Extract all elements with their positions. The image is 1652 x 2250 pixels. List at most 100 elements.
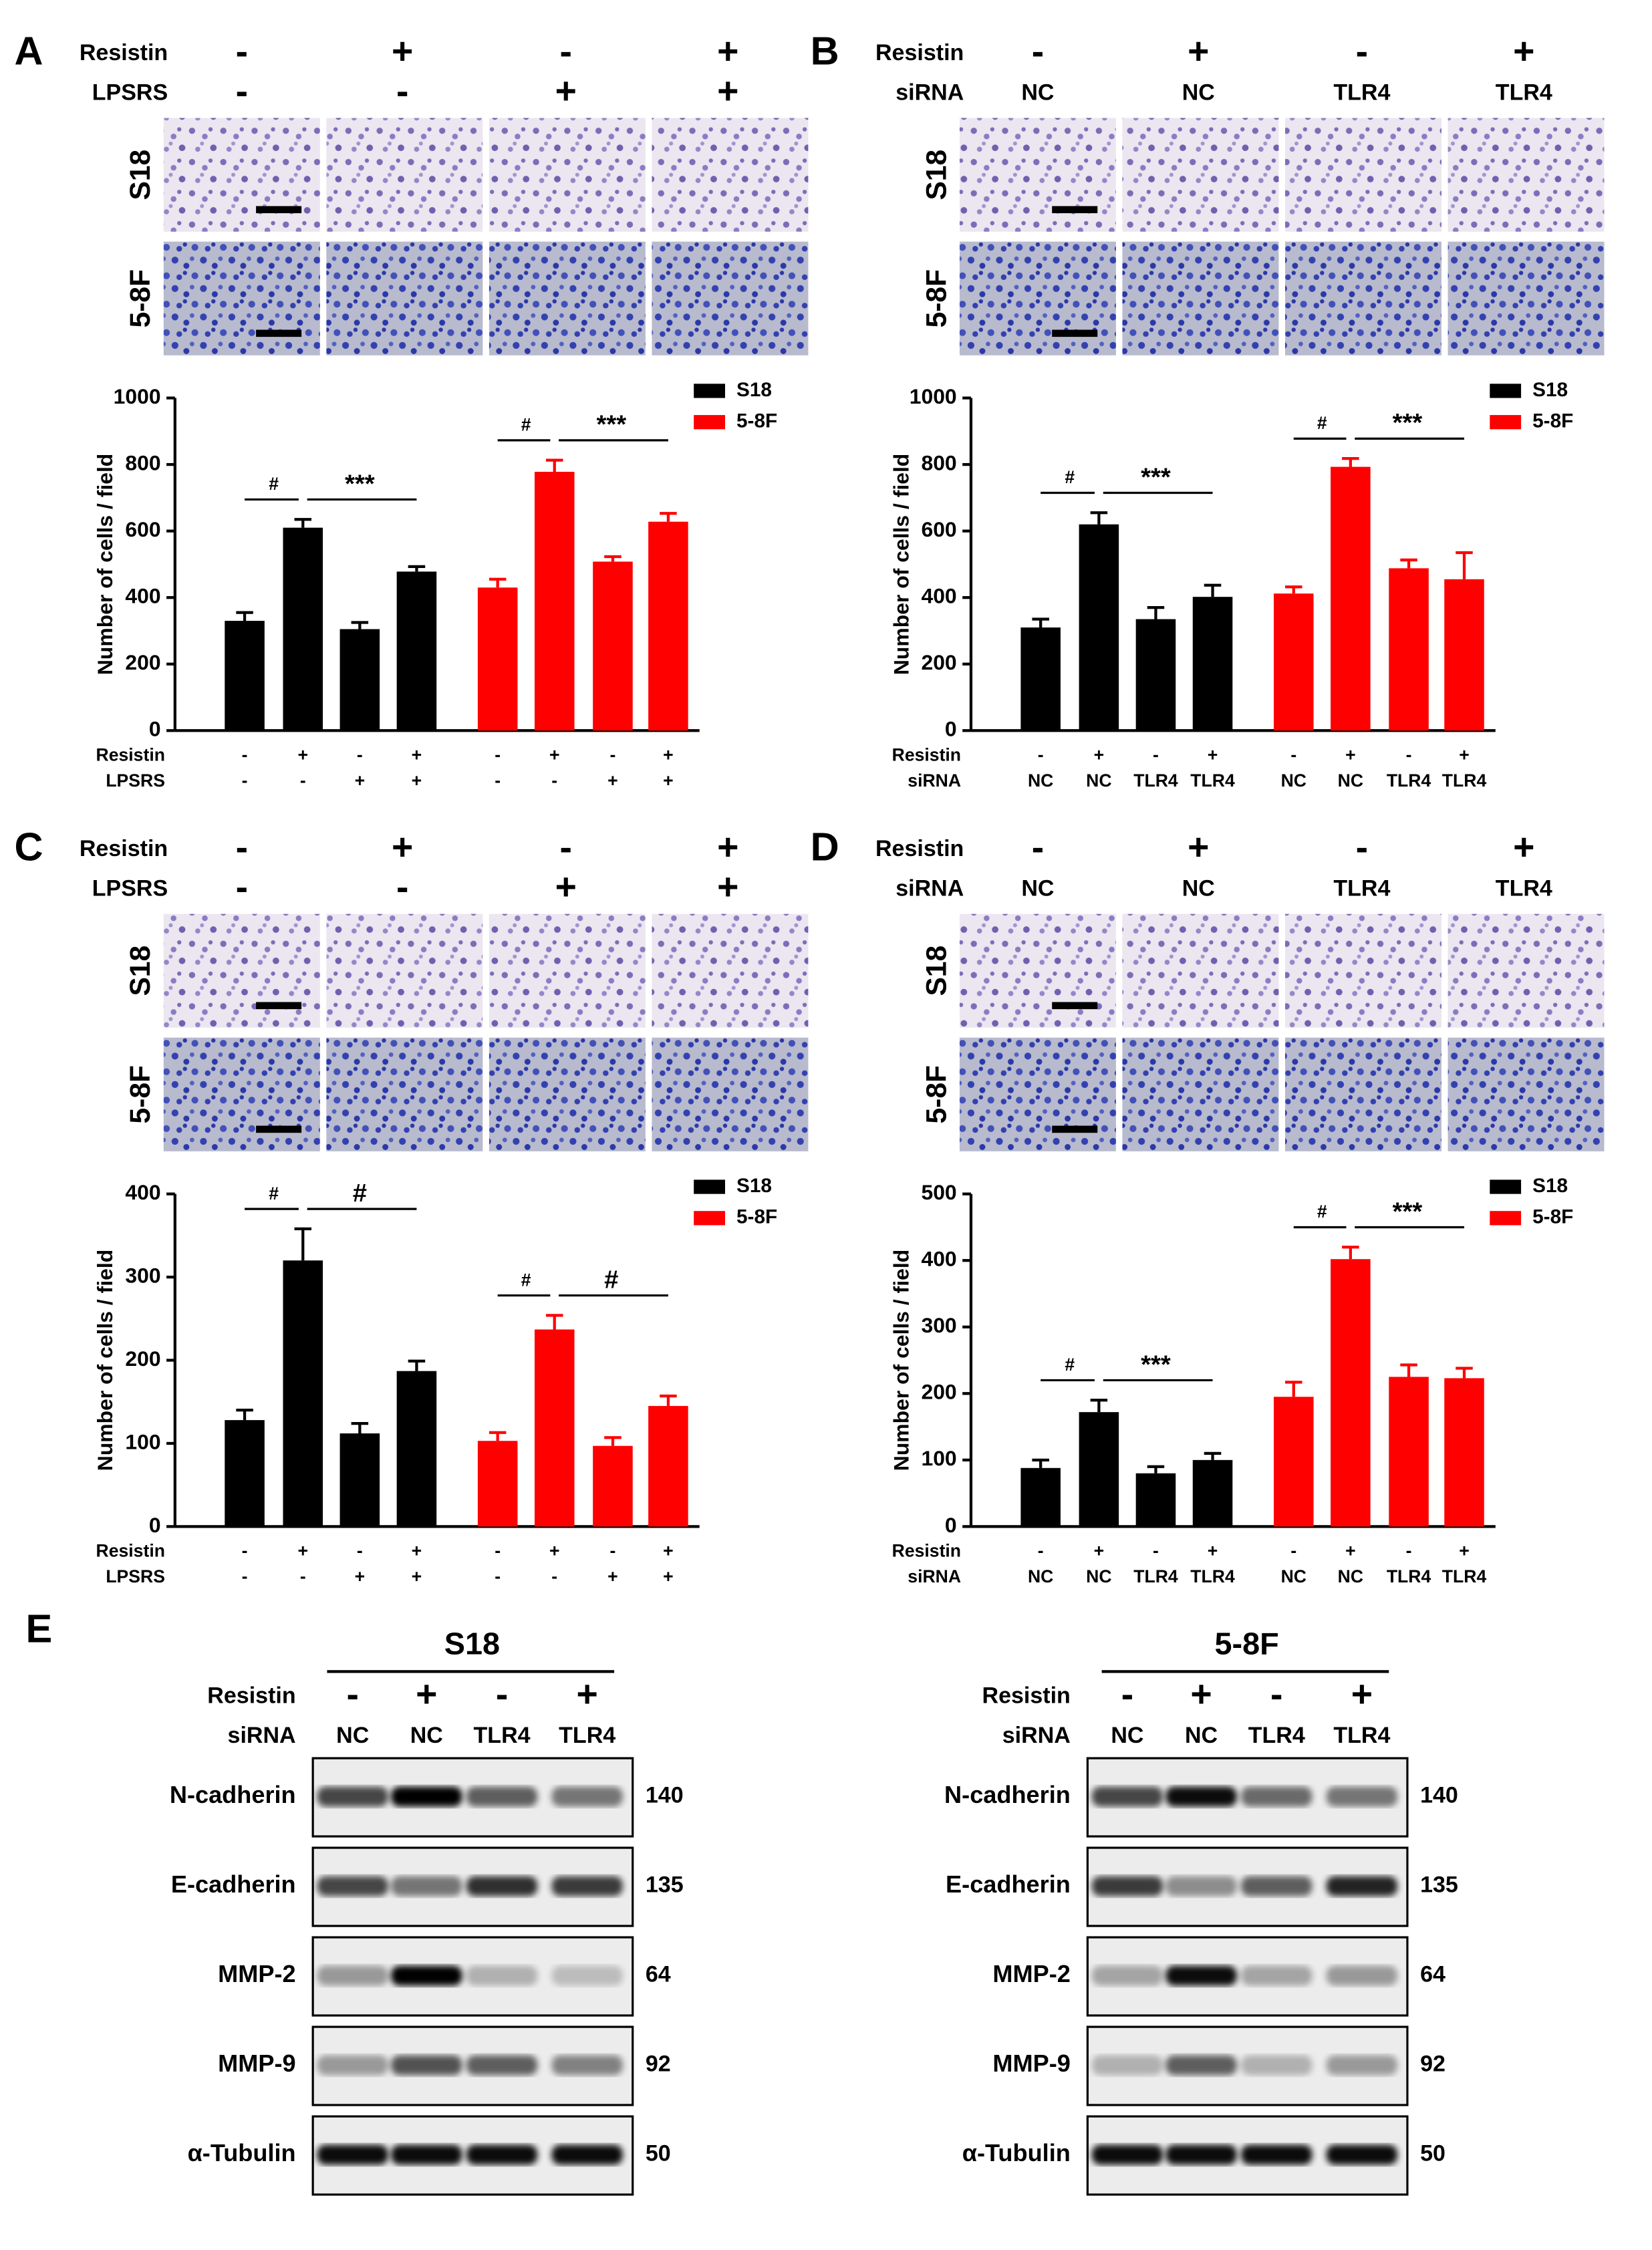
category-label: + xyxy=(607,1566,618,1586)
significance: # xyxy=(521,415,531,435)
category-label: - xyxy=(1406,745,1412,765)
molecular-weight: 64 xyxy=(1420,1961,1446,1987)
condition-value: TLR4 xyxy=(1496,80,1552,105)
legend-swatch xyxy=(694,1211,725,1226)
y-tick-label: 500 xyxy=(921,1180,956,1204)
image-row-label: 5-8F xyxy=(124,1065,156,1123)
category-label: + xyxy=(1459,745,1470,765)
category-label: NC xyxy=(1028,1566,1053,1586)
y-tick-label: 100 xyxy=(921,1446,956,1470)
category-label: - xyxy=(495,745,501,765)
micrograph xyxy=(1285,1037,1441,1151)
band xyxy=(1326,1965,1398,1986)
category-label: - xyxy=(242,745,248,765)
micrograph xyxy=(959,913,1116,1028)
category-label: + xyxy=(1208,1541,1218,1561)
bar xyxy=(339,1433,380,1527)
y-tick-label: 300 xyxy=(921,1313,956,1337)
micrograph xyxy=(163,913,320,1028)
category-label: - xyxy=(357,745,363,765)
condition-value: - xyxy=(236,30,248,72)
condition-value: - xyxy=(347,1673,359,1715)
bar xyxy=(283,527,323,731)
band xyxy=(1165,2144,1237,2165)
micrograph xyxy=(959,1037,1116,1151)
category-label: NC xyxy=(1086,770,1111,791)
significance: # xyxy=(1065,467,1075,487)
category-label: NC xyxy=(1028,770,1053,791)
significance: # xyxy=(604,1265,618,1294)
bar xyxy=(1389,1377,1429,1527)
condition-value: + xyxy=(555,866,577,907)
condition-value: TLR4 xyxy=(559,1723,615,1748)
micrograph xyxy=(163,241,320,356)
protein-name: α-Tubulin xyxy=(188,2139,296,2166)
category-label: - xyxy=(242,770,248,791)
category-label: + xyxy=(663,770,674,791)
y-tick-label: 100 xyxy=(125,1429,160,1453)
significance: *** xyxy=(1393,408,1423,437)
protein-name: MMP-9 xyxy=(218,2050,295,2077)
band xyxy=(1326,1786,1398,1807)
condition-value: + xyxy=(717,70,738,112)
micrograph xyxy=(1122,1037,1279,1151)
condition-value: - xyxy=(1356,30,1368,72)
band xyxy=(1326,2055,1398,2076)
category-label: - xyxy=(551,1566,557,1586)
category-label: + xyxy=(412,745,422,765)
protein-name: E-cadherin xyxy=(171,1870,296,1898)
micrograph xyxy=(489,1037,646,1151)
y-tick-label: 200 xyxy=(125,650,160,674)
y-axis-label: Number of cells / field xyxy=(93,454,117,675)
condition-name: siRNA xyxy=(896,80,964,105)
micrograph xyxy=(1448,241,1605,356)
category-label: + xyxy=(1094,745,1105,765)
group-title: 5-8F xyxy=(1214,1626,1278,1661)
category-row-name: siRNA xyxy=(908,770,961,791)
y-tick-label: 0 xyxy=(149,1513,161,1537)
panel-label: C xyxy=(14,825,43,869)
condition-value: NC xyxy=(1111,1723,1143,1748)
band xyxy=(391,1965,462,1986)
category-label: + xyxy=(355,770,366,791)
condition-value: TLR4 xyxy=(1333,875,1390,901)
condition-value: - xyxy=(1032,827,1044,868)
molecular-weight: 50 xyxy=(1420,2140,1446,2166)
y-tick-label: 400 xyxy=(921,584,956,608)
category-label: NC xyxy=(1281,770,1306,791)
category-label: + xyxy=(412,1566,422,1586)
band xyxy=(466,2144,538,2165)
scale-bar xyxy=(256,1002,302,1010)
condition-value: + xyxy=(717,30,738,72)
band xyxy=(551,1786,623,1807)
condition-name: Resistin xyxy=(875,40,964,65)
band xyxy=(317,2144,388,2165)
panel-label: A xyxy=(14,29,43,74)
micrograph xyxy=(1448,913,1605,1028)
y-axis-label: Number of cells / field xyxy=(889,454,913,675)
category-label: + xyxy=(298,1541,309,1561)
condition-value: - xyxy=(396,866,408,907)
legend-swatch xyxy=(1490,1211,1522,1226)
bar xyxy=(1444,1378,1484,1527)
legend-swatch xyxy=(694,384,725,398)
condition-value: + xyxy=(1190,1673,1212,1715)
image-row-label: S18 xyxy=(920,946,952,996)
category-label: TLR4 xyxy=(1442,770,1487,791)
image-row-label: 5-8F xyxy=(920,1065,952,1123)
bar xyxy=(477,1441,518,1527)
condition-name: LPSRS xyxy=(92,875,168,901)
category-label: TLR4 xyxy=(1190,770,1235,791)
category-label: + xyxy=(663,1566,674,1586)
band xyxy=(466,1965,538,1986)
band xyxy=(466,1876,538,1896)
band xyxy=(466,2055,538,2076)
protein-name: E-cadherin xyxy=(946,1870,1071,1898)
bar xyxy=(534,1329,575,1527)
image-row-label: 5-8F xyxy=(124,269,156,327)
band xyxy=(391,1876,462,1896)
category-label: TLR4 xyxy=(1387,1566,1431,1586)
molecular-weight: 135 xyxy=(646,1872,684,1897)
category-label: + xyxy=(1094,1541,1105,1561)
